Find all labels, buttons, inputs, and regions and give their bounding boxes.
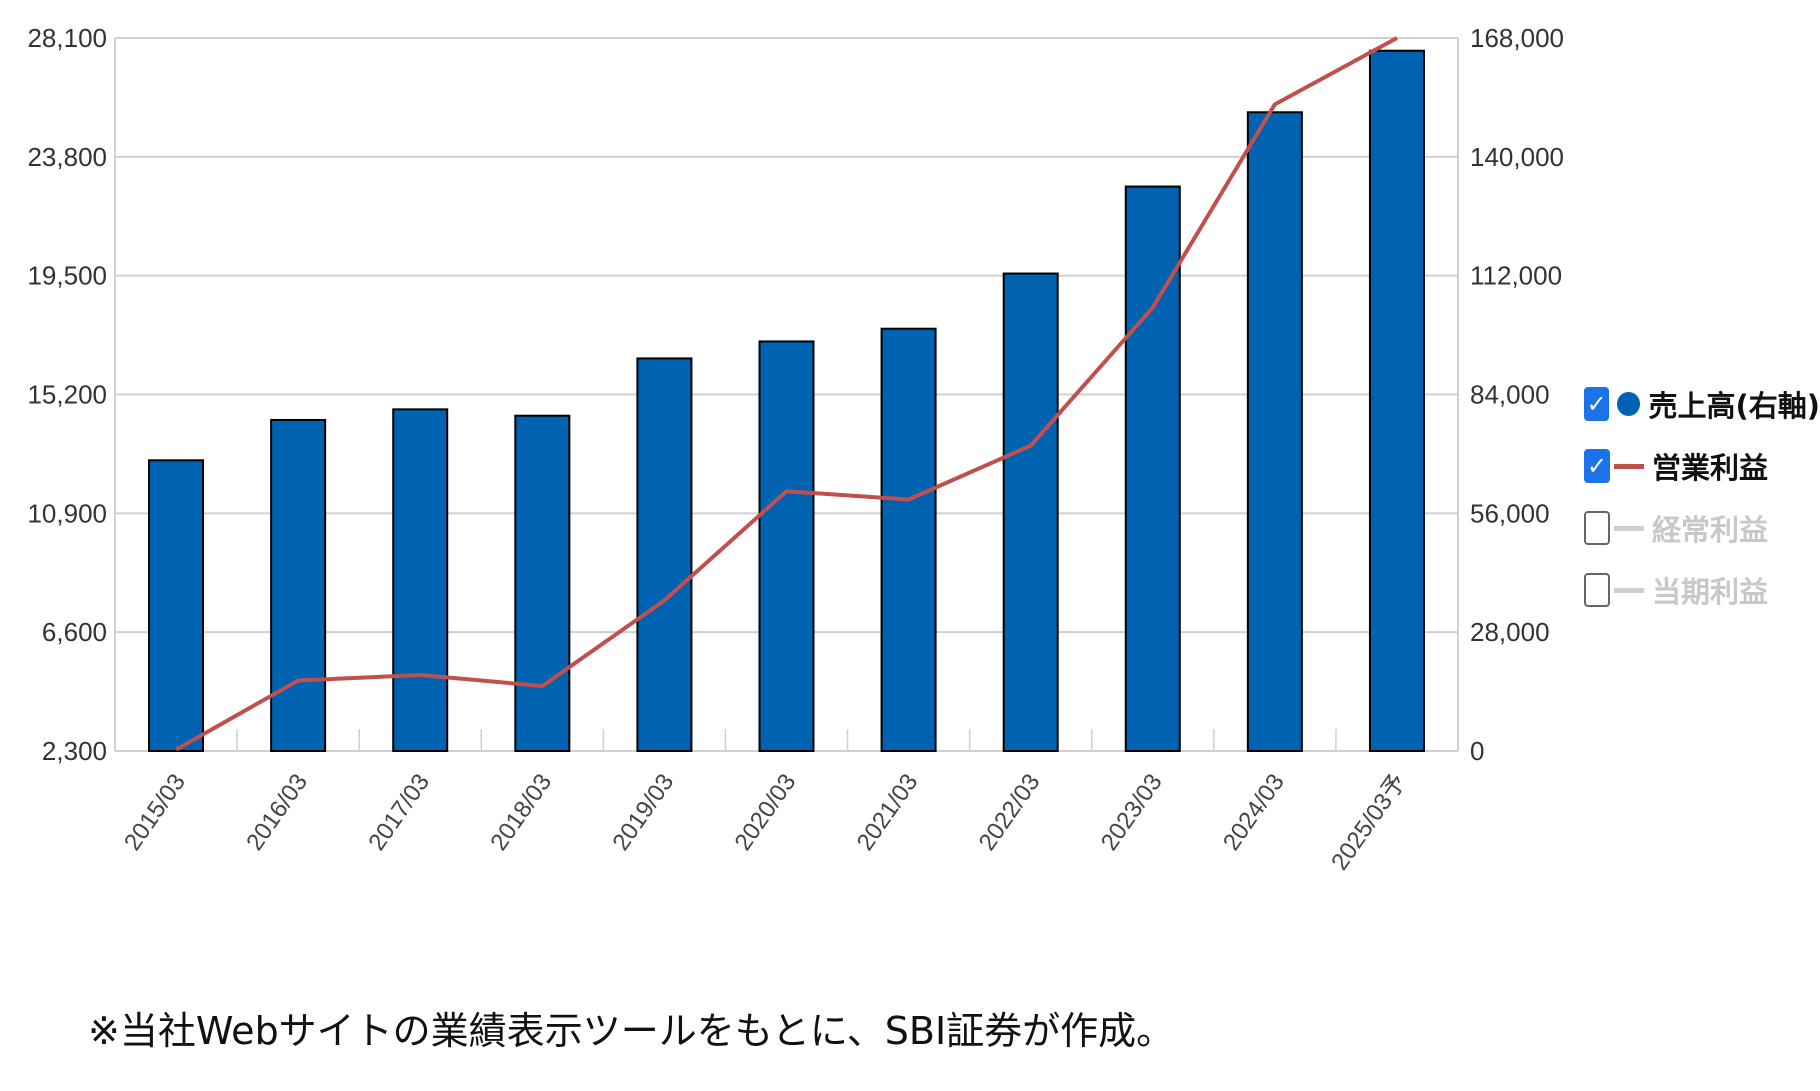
checkbox-operating-profit[interactable]: ✓ — [1584, 449, 1610, 483]
right-axis-tick-label: 56,000 — [1470, 498, 1550, 528]
x-axis-tick-label: 2017/03 — [363, 769, 435, 856]
right-axis-tick-label: 112,000 — [1470, 261, 1562, 291]
bar — [270, 418, 327, 752]
left-axis-tick-label: 23,800 — [27, 142, 107, 172]
x-axis-tick-label: 2018/03 — [485, 769, 557, 856]
bar — [148, 459, 205, 752]
x-axis-tick-label: 2025/03予 — [1326, 769, 1412, 875]
bar — [1246, 111, 1303, 753]
legend-item-ordinary-profit[interactable]: ✓ 経常利益 — [1584, 497, 1820, 559]
left-axis-tick-label: 2,300 — [42, 736, 107, 766]
dot-icon — [1617, 392, 1641, 416]
right-axis-tick-label: 168,000 — [1470, 23, 1564, 53]
legend-item-operating-profit[interactable]: ✓ 営業利益 — [1584, 435, 1820, 497]
bar — [880, 327, 937, 752]
operating-profit-line — [175, 36, 1398, 752]
line-icon — [1614, 587, 1644, 593]
bar — [758, 340, 815, 752]
left-axis-tick-label: 15,200 — [27, 380, 107, 410]
checkbox-sales[interactable]: ✓ — [1584, 387, 1610, 421]
x-axis-tick-label: 2021/03 — [852, 769, 924, 856]
left-axis-tick-label: 28,100 — [27, 23, 107, 53]
legend-item-sales[interactable]: ✓ 売上高(右軸) — [1584, 373, 1820, 435]
x-axis-tick-label: 2024/03 — [1218, 769, 1290, 856]
x-axis-tick-label: 2020/03 — [730, 769, 802, 856]
left-axis-tick-label: 19,500 — [27, 261, 107, 291]
checkbox-ordinary-profit[interactable]: ✓ — [1584, 511, 1610, 545]
bar — [392, 408, 449, 752]
legend-label-sales: 売上高(右軸) — [1648, 389, 1820, 423]
footnote: ※当社Webサイトの業績表示ツールをもとに、SBI証券が作成。 — [88, 1009, 1175, 1053]
legend-label-ordinary-profit: 経常利益 — [1652, 513, 1769, 547]
legend-label-net-profit: 当期利益 — [1652, 575, 1769, 609]
line-icon — [1614, 525, 1644, 531]
bar — [636, 357, 693, 752]
right-axis-tick-label: 28,000 — [1470, 617, 1550, 647]
x-axis-tick-label: 2016/03 — [241, 769, 313, 856]
right-axis-tick-label: 0 — [1470, 736, 1484, 766]
legend: ✓ 売上高(右軸) ✓ 営業利益 ✓ 経常利益 ✓ 当期利益 — [1584, 373, 1820, 621]
right-axis-tick-label: 140,000 — [1470, 142, 1564, 172]
left-axis-tick-label: 6,600 — [42, 617, 107, 647]
x-axis-tick-label: 2019/03 — [607, 769, 679, 856]
line-icon — [1614, 463, 1644, 469]
left-axis-tick-label: 10,900 — [27, 498, 107, 528]
bar — [1368, 49, 1425, 753]
bar — [1002, 272, 1059, 752]
legend-label-operating-profit: 営業利益 — [1652, 451, 1769, 485]
checkbox-net-profit[interactable]: ✓ — [1584, 573, 1610, 607]
bar — [1124, 185, 1181, 752]
right-axis-tick-label: 84,000 — [1470, 380, 1550, 410]
legend-item-net-profit[interactable]: ✓ 当期利益 — [1584, 559, 1820, 621]
x-axis-tick-label: 2022/03 — [974, 769, 1046, 856]
x-axis-tick-label: 2015/03 — [119, 769, 191, 856]
x-axis-tick-label: 2023/03 — [1096, 769, 1168, 856]
bar — [514, 414, 571, 752]
